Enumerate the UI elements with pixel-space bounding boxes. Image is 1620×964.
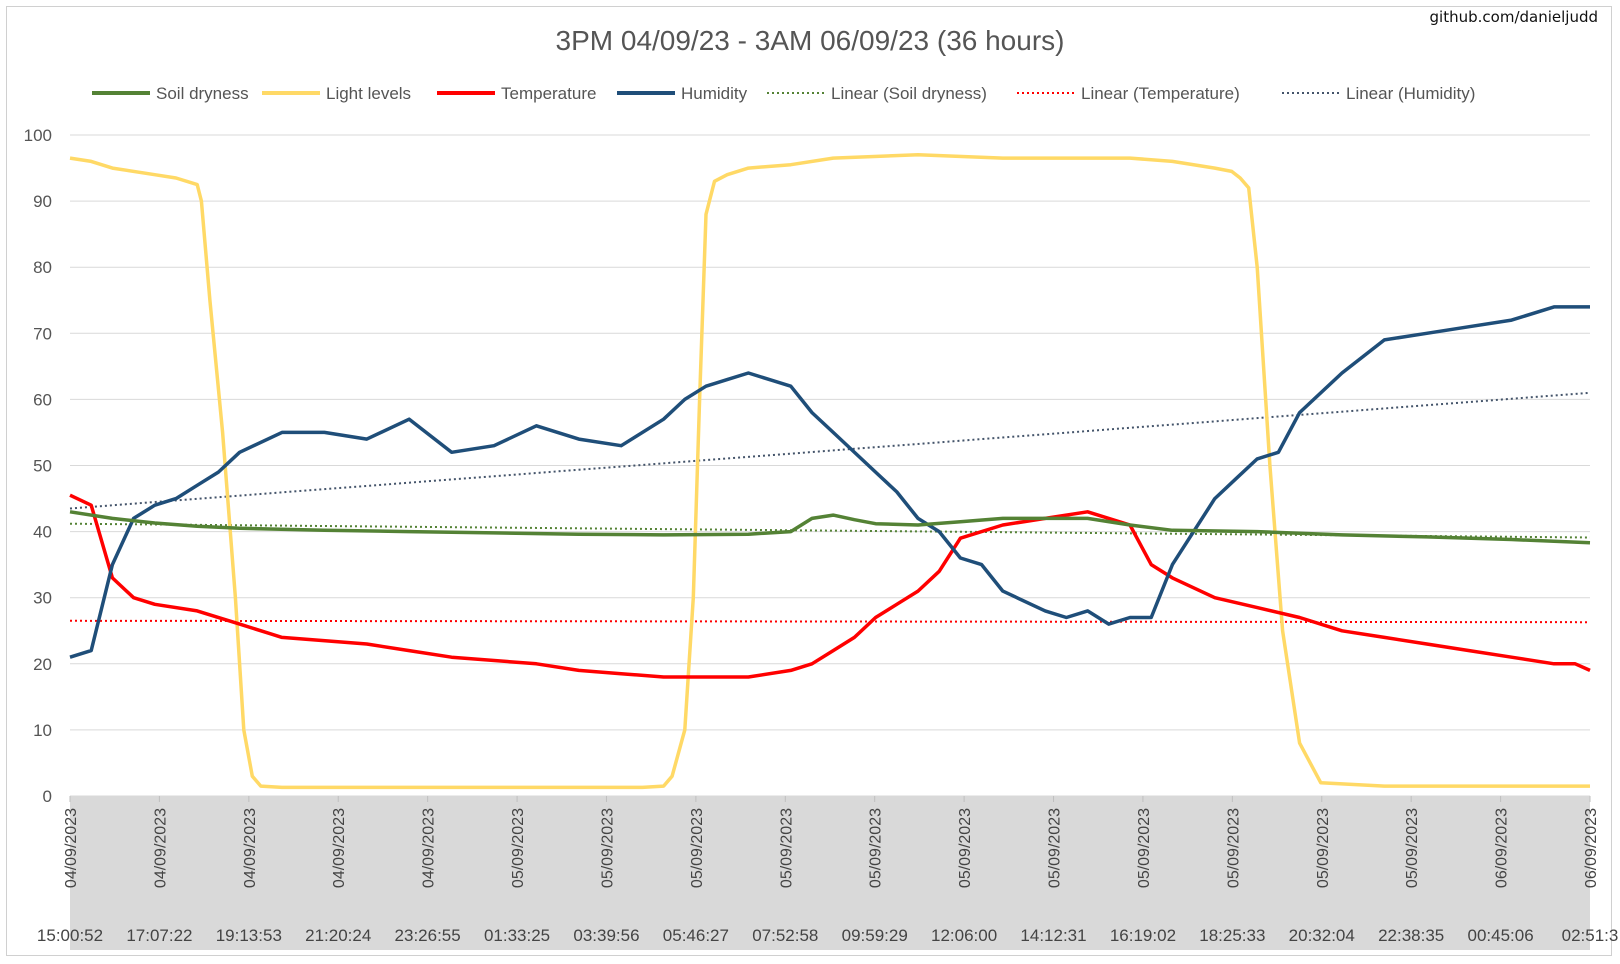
- x-tick-time: 00:45:06: [1467, 926, 1533, 945]
- x-tick-date: 04/09/2023: [63, 808, 80, 888]
- x-tick-date: 05/09/2023: [778, 808, 795, 888]
- y-tick-label: 30: [33, 589, 52, 608]
- x-axis: 04/09/2023 15:00:52 04/09/2023 17:07:22 04/0…: [37, 796, 1618, 945]
- y-tick-label: 0: [43, 787, 52, 806]
- y-tick-label: 40: [33, 523, 52, 542]
- x-tick-date: 05/09/2023: [1225, 808, 1242, 888]
- x-tick-time: 16:19:02: [1110, 926, 1176, 945]
- legend-label: Linear (Soil dryness): [831, 84, 987, 103]
- x-tick-date: 04/09/2023: [152, 808, 169, 888]
- x-tick-date: 06/09/2023: [1583, 808, 1600, 888]
- x-tick-time: 15:00:52: [37, 926, 103, 945]
- x-tick-time: 18:25:33: [1199, 926, 1265, 945]
- x-tick-time: 19:13:53: [216, 926, 282, 945]
- legend-label: Linear (Temperature): [1081, 84, 1240, 103]
- legend-label: Soil dryness: [156, 84, 249, 103]
- x-tick-date: 04/09/2023: [421, 808, 438, 888]
- series-line-soil-dryness: [69, 510, 1591, 545]
- x-tick-date: 05/09/2023: [1315, 808, 1332, 888]
- x-tick-time: 05:46:27: [663, 926, 729, 945]
- y-tick-label: 70: [33, 324, 52, 343]
- series-line-linear-humidity: [69, 391, 1591, 510]
- y-tick-label: 10: [33, 721, 52, 740]
- chart-title: 3PM 04/09/23 - 3AM 06/09/23 (36 hours): [556, 25, 1065, 56]
- series-line-humidity: [69, 305, 1590, 659]
- y-tick-label: 100: [24, 126, 52, 145]
- x-tick-date: 05/09/2023: [599, 808, 616, 888]
- x-tick-time: 21:20:24: [305, 926, 371, 945]
- y-tick-label: 50: [33, 457, 52, 476]
- y-tick-label: 60: [33, 390, 52, 409]
- series-line-temperature: [69, 493, 1591, 679]
- x-tick-time: 09:59:29: [842, 926, 908, 945]
- x-tick-date: 05/09/2023: [510, 808, 527, 888]
- legend-label: Linear (Humidity): [1346, 84, 1475, 103]
- x-tick-time: 01:33:25: [484, 926, 550, 945]
- y-tick-label: 20: [33, 655, 52, 674]
- legend-label: Humidity: [681, 84, 748, 103]
- x-tick-time: 23:26:55: [395, 926, 461, 945]
- y-axis: 0 10 20 30 40 50 60 70 80 90 100: [24, 126, 52, 806]
- y-tick-label: 80: [33, 258, 52, 277]
- x-tick-date: 04/09/2023: [242, 808, 259, 888]
- x-tick-date: 05/09/2023: [868, 808, 885, 888]
- series-line-linear-temperature: [69, 619, 1591, 624]
- x-tick-date: 05/09/2023: [1404, 808, 1421, 888]
- x-tick-time: 12:06:00: [931, 926, 997, 945]
- x-tick-time: 22:38:35: [1378, 926, 1444, 945]
- legend-label: Temperature: [501, 84, 596, 103]
- x-tick-time: 02:51:3: [1562, 926, 1619, 945]
- y-tick-label: 90: [33, 192, 52, 211]
- x-tick-date: 05/09/2023: [689, 808, 706, 888]
- x-axis-band: [70, 796, 1590, 950]
- x-tick-date: 06/09/2023: [1494, 808, 1511, 888]
- x-tick-time: 20:32:04: [1289, 926, 1355, 945]
- x-tick-time: 17:07:22: [126, 926, 192, 945]
- gridlines: [70, 134, 1590, 797]
- legend: Soil dryness Light levels Temperature Humid…: [92, 84, 1475, 103]
- x-tick-date: 05/09/2023: [1047, 808, 1064, 888]
- x-tick-time: 14:12:31: [1020, 926, 1086, 945]
- series-line-light-levels: [69, 153, 1590, 790]
- x-tick-date: 04/09/2023: [331, 808, 348, 888]
- watermark: github.com/danieljudd: [1429, 8, 1598, 26]
- series-group: [69, 153, 1591, 790]
- x-tick-date: 05/09/2023: [1136, 808, 1153, 888]
- x-tick-date: 05/09/2023: [957, 808, 974, 888]
- x-tick-time: 07:52:58: [752, 926, 818, 945]
- legend-label: Light levels: [326, 84, 411, 103]
- x-tick-time: 03:39:56: [573, 926, 639, 945]
